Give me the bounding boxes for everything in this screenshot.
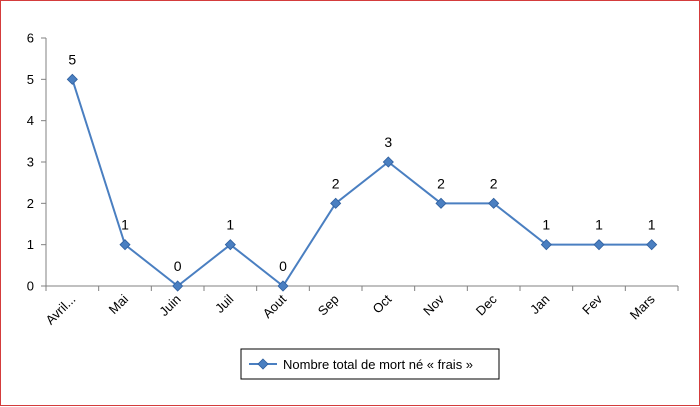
x-tick-label: Avril... [42, 292, 78, 328]
data-point-marker [488, 197, 500, 209]
data-point-marker [66, 73, 78, 85]
data-label: 1 [542, 217, 550, 233]
x-tick-label: Fev [579, 291, 605, 317]
legend-marker-icon [257, 358, 269, 370]
data-label: 2 [332, 175, 340, 191]
x-tick-labels: Avril... Mai Juin Juil Aout Sep Oct Nov Dec Jan Fe… [42, 291, 658, 327]
data-label: 1 [121, 217, 129, 233]
data-label: 5 [68, 51, 76, 67]
y-tick-labels: 0 1 2 3 4 5 6 [27, 31, 34, 294]
data-point-marker [593, 239, 605, 251]
x-tick-label: Jan [527, 292, 552, 317]
series-layer [66, 73, 658, 292]
x-tick-label: Oct [370, 291, 395, 316]
data-point-marker [172, 280, 184, 292]
x-tick-label: Mars [627, 291, 658, 322]
x-tick-label: Sep [315, 292, 342, 319]
data-label: 1 [595, 217, 603, 233]
y-tick-label: 5 [27, 72, 34, 87]
data-label: 1 [226, 217, 234, 233]
y-tick-label: 4 [27, 113, 34, 128]
x-tick-label: Juin [156, 292, 183, 319]
data-point-marker [277, 280, 289, 292]
y-tick-label: 3 [27, 155, 34, 170]
data-labels: 5 1 0 1 0 2 3 2 2 1 1 1 [68, 51, 655, 274]
x-tick-label: Nov [420, 291, 447, 318]
y-tick-label: 0 [27, 279, 34, 294]
data-point-marker [435, 197, 447, 209]
chart-axes [41, 37, 679, 291]
series-line [71, 79, 652, 288]
data-label: 3 [384, 134, 392, 150]
data-point-marker [540, 239, 552, 251]
x-tick-label: Juil [212, 291, 236, 315]
y-tick-label: 6 [27, 31, 34, 46]
legend: Nombre total de mort né « frais » [240, 348, 500, 380]
data-label: 0 [279, 258, 287, 274]
legend-entry-label: Nombre total de mort né « frais » [283, 357, 473, 372]
data-label: 1 [648, 217, 656, 233]
data-label: 2 [490, 175, 498, 191]
legend-box [240, 348, 500, 380]
data-point-marker [119, 239, 131, 251]
data-point-marker [330, 197, 342, 209]
data-point-marker [224, 239, 236, 251]
data-point-marker [382, 156, 394, 168]
x-tick-label: Mai [106, 291, 131, 316]
x-tick-label: Dec [473, 291, 500, 318]
y-tick-label: 1 [27, 237, 34, 252]
data-label: 2 [437, 175, 445, 191]
y-tick-label: 2 [27, 196, 34, 211]
x-tick-label: Aout [260, 291, 290, 321]
data-label: 0 [174, 258, 182, 274]
data-point-marker [646, 239, 658, 251]
